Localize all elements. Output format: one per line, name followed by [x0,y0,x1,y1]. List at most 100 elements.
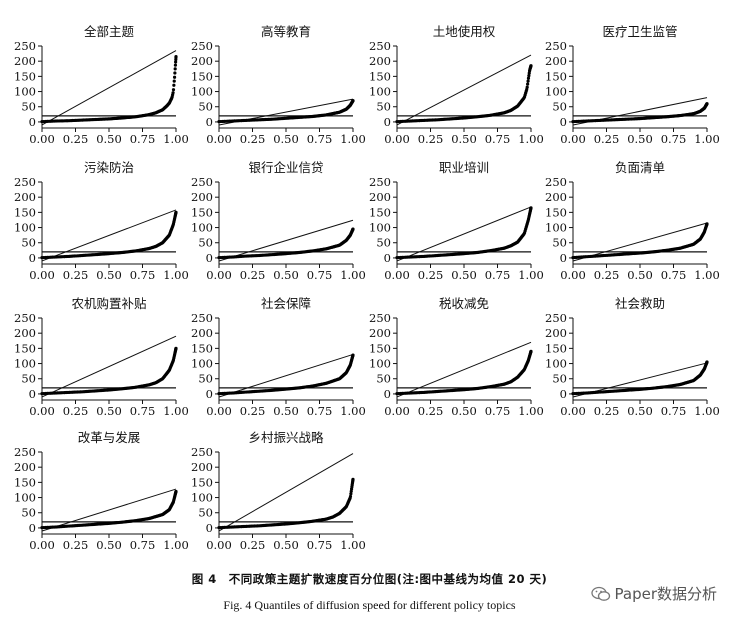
y-tick-label: 150 [191,475,213,489]
x-tick-label: 0.00 [560,404,586,418]
x-tick-label: 0.25 [63,268,89,282]
y-tick-label: 250 [369,175,391,189]
x-tick-label: 0.25 [63,538,89,552]
y-tick-label: 250 [191,445,213,459]
y-tick-label: 200 [545,54,567,68]
y-tick-label: 150 [545,205,567,219]
y-tick-label: 0 [29,387,36,401]
x-tick-label: 0.00 [384,404,410,418]
y-tick-label: 100 [369,357,391,371]
reference-line [396,341,532,398]
x-tick-label: 0.00 [29,268,55,282]
y-tick-label: 100 [545,221,567,235]
y-tick-label: 250 [545,311,567,325]
y-tick-label: 100 [14,357,36,371]
quantile-points [40,346,178,396]
y-tick-label: 250 [14,445,36,459]
quantile-point [351,227,355,231]
x-tick-label: 0.00 [560,268,586,282]
y-tick-label: 0 [206,387,213,401]
y-tick-label: 250 [14,39,36,53]
x-tick-label: 1.00 [694,132,720,146]
wechat-icon [590,586,611,602]
x-tick-label: 1.00 [518,132,544,146]
chart-title: 职业培训 [439,160,489,175]
quantile-point [526,76,531,80]
reference-line [396,206,532,262]
x-tick-label: 0.00 [206,404,232,418]
y-tick-label: 150 [14,475,36,489]
x-tick-label: 0.50 [96,404,122,418]
x-tick-label: 0.50 [627,404,653,418]
x-tick-label: 1.00 [340,268,366,282]
quantile-points [395,64,533,124]
x-tick-label: 0.00 [206,268,232,282]
x-tick-label: 0.25 [418,132,444,146]
x-tick-label: 0.25 [63,404,89,418]
x-tick-label: 1.00 [163,404,189,418]
x-tick-label: 0.75 [485,132,511,146]
y-tick-label: 250 [369,311,391,325]
y-tick-label: 150 [191,69,213,83]
quantile-point [529,64,533,68]
quantile-points [571,102,709,124]
y-tick-label: 150 [369,341,391,355]
x-tick-label: 0.75 [661,268,687,282]
x-tick-label: 0.50 [451,404,477,418]
y-tick-label: 200 [369,326,391,340]
x-tick-label: 1.00 [518,404,544,418]
y-tick-label: 150 [545,69,567,83]
x-tick-label: 0.25 [240,538,266,552]
y-tick-label: 0 [384,387,391,401]
chart-title: 改革与发展 [78,430,141,445]
y-tick-label: 250 [545,39,567,53]
y-tick-label: 150 [14,205,36,219]
y-tick-label: 100 [545,85,567,99]
quantile-point [526,79,530,83]
x-tick-label: 1.00 [340,538,366,552]
quantile-point [172,79,176,83]
x-tick-label: 0.75 [307,132,333,146]
y-tick-label: 250 [369,39,391,53]
y-tick-label: 150 [191,205,213,219]
y-tick-label: 0 [29,251,36,265]
y-tick-label: 150 [369,69,391,83]
y-tick-label: 100 [191,357,213,371]
x-tick-label: 0.25 [594,132,620,146]
x-tick-label: 0.25 [594,268,620,282]
quantile-points [40,489,178,530]
y-tick-label: 250 [191,311,213,325]
quantile-points [217,99,355,124]
x-tick-label: 0.75 [485,404,511,418]
quantile-points [395,206,533,260]
x-tick-label: 1.00 [694,268,720,282]
quantile-point [174,210,178,214]
x-tick-label: 0.75 [130,132,156,146]
y-tick-label: 50 [198,236,213,250]
chart-title: 污染防治 [84,160,134,175]
quantile-point [525,85,529,89]
chart-title: 税收减免 [439,296,489,311]
x-tick-label: 0.00 [29,132,55,146]
x-tick-label: 0.00 [29,404,55,418]
reference-line [41,209,177,262]
y-tick-label: 0 [29,521,36,535]
y-tick-label: 150 [14,69,36,83]
x-tick-label: 0.75 [485,268,511,282]
y-tick-label: 0 [206,251,213,265]
x-tick-label: 0.25 [240,268,266,282]
y-tick-label: 200 [191,326,213,340]
y-tick-label: 150 [369,205,391,219]
quantile-point [351,99,355,103]
y-tick-label: 50 [376,372,391,386]
reference-line [218,353,354,398]
